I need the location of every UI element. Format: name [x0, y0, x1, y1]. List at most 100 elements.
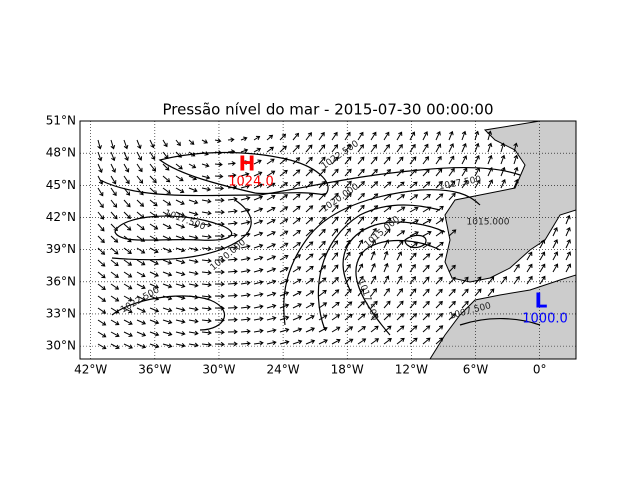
wind-arrow [565, 263, 572, 273]
wind-arrow [201, 318, 212, 324]
wind-arrow [266, 218, 276, 225]
wind-arrow [461, 130, 467, 141]
wind-arrow [448, 288, 456, 297]
map-title: Pressão nível do mar - 2015-07-30 00:00:… [162, 101, 493, 119]
wind-arrow [253, 195, 264, 201]
wind-arrow [500, 179, 506, 189]
wind-arrow [396, 313, 405, 321]
wind-arrow [461, 155, 468, 165]
wind-arrow [461, 179, 468, 189]
wind-arrow [331, 228, 339, 237]
wind-arrow [214, 281, 225, 287]
wind-arrow [110, 247, 119, 255]
wind-arrow [331, 314, 341, 321]
wind-arrow [396, 263, 403, 273]
wind-arrow [318, 131, 325, 141]
wind-arrow [383, 250, 389, 261]
wind-arrow [188, 318, 199, 324]
wind-arrow [539, 251, 546, 261]
wind-arrow [383, 287, 390, 297]
wind-arrow [539, 263, 546, 273]
wind-arrow [422, 156, 430, 165]
wind-arrow [318, 252, 326, 261]
wind-arrow [357, 275, 364, 285]
wind-arrow [409, 252, 417, 261]
wind-arrow [292, 266, 302, 273]
wind-arrow [448, 180, 456, 189]
wind-arrow [175, 331, 186, 336]
wind-arrow [396, 251, 403, 261]
wind-arrow [461, 288, 469, 297]
wind-arrow [292, 205, 301, 213]
wind-arrow [110, 235, 119, 243]
wind-arrow [331, 338, 341, 345]
wind-arrow [344, 326, 354, 333]
wind-arrow [383, 300, 391, 309]
wind-arrow [201, 330, 212, 336]
wind-arrow [136, 175, 144, 184]
wind-arrow [552, 251, 559, 261]
wind-arrow [552, 227, 558, 237]
wind-arrow [97, 307, 107, 314]
wind-arrow [240, 292, 251, 298]
wind-arrow [136, 319, 147, 325]
wind-arrow [305, 278, 315, 285]
wind-arrow [474, 142, 480, 153]
wind-arrow [461, 167, 468, 177]
wind-arrow [136, 343, 147, 349]
wind-arrow [149, 271, 159, 277]
wind-arrow [305, 217, 314, 225]
wind-arrow [435, 180, 443, 189]
wind-arrow [188, 330, 199, 336]
wind-arrow [123, 199, 131, 208]
wind-arrow [214, 293, 225, 299]
wind-arrow [279, 218, 289, 225]
wind-arrow [279, 169, 288, 177]
wind-arrow [266, 255, 277, 261]
wind-arrow [487, 288, 495, 297]
wind-arrow [435, 168, 443, 177]
wind-arrow [253, 255, 264, 261]
wind-arrow [292, 144, 300, 153]
wind-arrow [201, 282, 212, 288]
wind-arrow [188, 282, 199, 288]
wind-arrow [357, 192, 365, 201]
wind-arrow [97, 295, 107, 302]
wind-arrow [214, 197, 225, 203]
wind-arrow [513, 263, 520, 273]
wind-arrow [162, 223, 172, 230]
wind-arrow [396, 181, 405, 189]
wind-arrow [357, 180, 365, 189]
wind-arrow [331, 156, 339, 165]
wind-arrow [422, 325, 431, 333]
wind-arrow [136, 223, 145, 231]
wind-arrow [253, 183, 264, 189]
wind-arrow [149, 223, 159, 230]
wind-arrow [292, 242, 301, 249]
wind-arrow [123, 283, 133, 290]
wind-arrow [331, 240, 339, 249]
wind-arrow [435, 143, 442, 153]
wind-arrow [240, 329, 251, 334]
wind-field [97, 130, 572, 350]
wind-arrow [513, 154, 519, 165]
wind-arrow [370, 275, 377, 285]
wind-arrow [188, 199, 199, 205]
y-tick-label: 30°N [46, 339, 76, 353]
wind-arrow [565, 214, 571, 225]
wind-arrow [175, 199, 185, 205]
wind-arrow [227, 293, 238, 299]
isobar-label: 1020.000 [320, 182, 361, 215]
wind-arrow [344, 192, 352, 201]
wind-arrow [253, 328, 264, 334]
wind-arrow [292, 315, 303, 321]
wind-arrow [149, 319, 160, 325]
wind-arrow [240, 316, 251, 322]
wind-arrow [110, 139, 116, 150]
wind-arrow [396, 288, 403, 297]
wind-arrow [357, 156, 365, 165]
wind-arrow [279, 339, 290, 345]
isobar-label: 1015.000 [363, 215, 403, 250]
wind-arrow [266, 231, 276, 237]
wind-arrow [292, 229, 301, 237]
